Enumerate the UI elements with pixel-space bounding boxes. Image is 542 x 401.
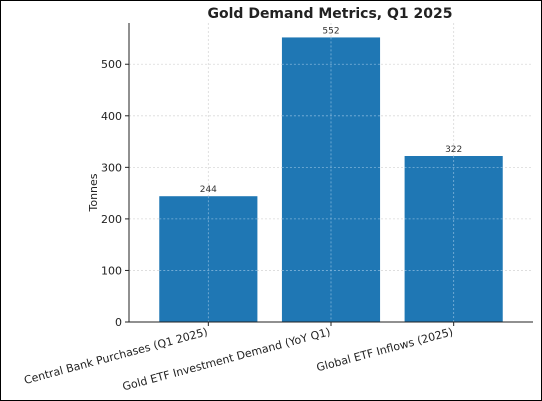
y-tick-label: 0 bbox=[115, 316, 122, 329]
data-label: 322 bbox=[445, 145, 462, 155]
bars bbox=[159, 37, 502, 322]
data-label: 244 bbox=[200, 185, 217, 195]
y-ticks: 0 100 200 300 400 500 bbox=[101, 58, 129, 329]
bar bbox=[159, 196, 257, 322]
y-axis-label: Tonnes bbox=[87, 173, 100, 212]
y-tick-label: 400 bbox=[101, 110, 122, 123]
x-ticks: Central Bank Purchases (Q1 2025)Gold ETF… bbox=[23, 322, 455, 393]
x-tick-label: Gold ETF Investment Demand (YoY Q1) bbox=[121, 325, 332, 393]
y-tick-label: 100 bbox=[101, 264, 122, 277]
data-label: 552 bbox=[322, 26, 339, 36]
y-tick-label: 500 bbox=[101, 58, 122, 71]
x-tick-label: Global ETF Inflows (2025) bbox=[315, 325, 454, 374]
y-tick-label: 200 bbox=[101, 213, 122, 226]
y-tick-label: 300 bbox=[101, 161, 122, 174]
chart-title: Gold Demand Metrics, Q1 2025 bbox=[208, 6, 453, 22]
